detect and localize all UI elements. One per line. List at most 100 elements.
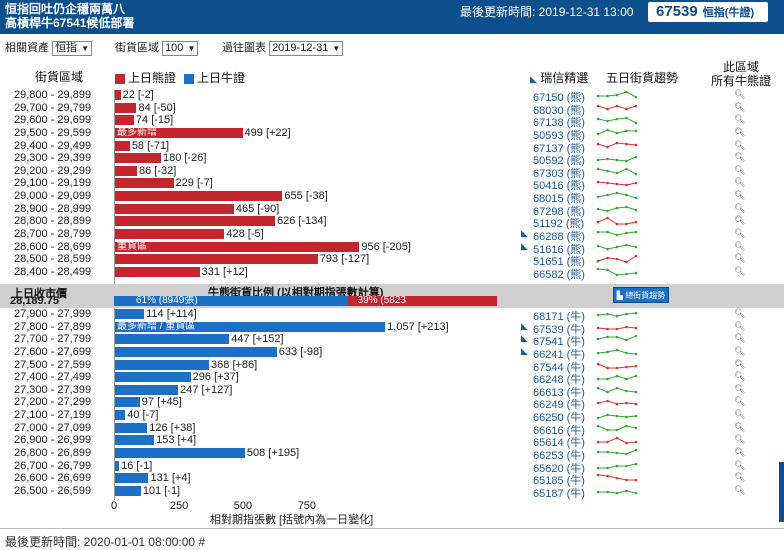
bull-row: 27,500 - 27,599 368 [+86] 67544 (牛) 🔍︎ [0,359,784,372]
zone-range: 26,900 - 26,999 [14,434,91,446]
chevron-down-icon: ▼ [188,42,196,55]
search-icon[interactable]: 🔍︎ [734,152,745,163]
search-icon[interactable]: 🔍︎ [734,308,745,319]
search-icon[interactable]: 🔍︎ [734,460,745,471]
bear-bar-label: 626 [-134] [277,215,327,227]
date-select-value: 2019-12-31 [272,42,328,54]
filter-controls: 相關資產 恒指 ▼ 街貨區域 100 ▼ 過往圖表 2019-12-31 ▼ [0,36,784,58]
bull-bar [115,486,141,496]
zone-range: 29,700 - 29,799 [14,102,91,114]
bull-bar: 最多新增 / 重貨區 [115,322,385,332]
search-icon[interactable]: 🔍︎ [734,396,745,407]
search-icon[interactable]: 🔍︎ [734,434,745,445]
search-icon[interactable]: 🔍︎ [734,203,745,214]
search-icon[interactable]: 🔍︎ [734,102,745,113]
zone-range: 27,700 - 27,799 [14,333,91,345]
bull-legend-swatch [184,74,194,84]
bull-bar [115,435,154,445]
bear-bar [115,216,275,226]
search-icon[interactable]: 🔍︎ [734,190,745,201]
flag-icon: ◣ [521,346,528,357]
bull-row: 26,900 - 26,999 153 [+4] 65614 (牛) 🔍︎ [0,434,784,447]
search-icon[interactable]: 🔍︎ [734,409,745,420]
search-icon[interactable]: 🔍︎ [734,422,745,433]
zone-range: 29,800 - 29,899 [14,89,91,101]
zone-select[interactable]: 100 ▼ [162,41,198,56]
search-icon[interactable]: 🔍︎ [734,447,745,458]
bull-bar [115,423,147,433]
trend-sparkline [594,384,640,396]
bull-bar-label: 447 [+152] [231,333,283,345]
zone-range: 28,800 - 28,899 [14,215,91,227]
zone-range: 28,400 - 28,499 [14,266,91,278]
search-icon[interactable]: 🔍︎ [734,253,745,264]
bull-bar [115,334,229,344]
search-icon[interactable]: 🔍︎ [734,346,745,357]
bear-bar [115,267,200,277]
trend-sparkline [594,203,640,215]
scrollbar[interactable] [779,462,784,522]
search-icon[interactable]: 🔍︎ [734,177,745,188]
bull-row: 27,300 - 27,399 247 [+127] 66613 (牛) 🔍︎ [0,384,784,397]
flag-icon: ◣ [530,74,537,84]
title-line-1: 恒指回吐仍企穩兩萬八 [5,2,134,16]
bull-bar-label: 1,057 [+213] [387,321,448,333]
bear-bar-label: 22 [-2] [123,89,154,101]
trend-sparkline [594,333,640,345]
zone-range: 27,500 - 27,599 [14,359,91,371]
zone-filter: 街貨區域 100 ▼ [115,39,198,56]
search-icon[interactable]: 🔍︎ [734,215,745,226]
cbbc-code-link[interactable]: 66582 (熊) [533,266,585,282]
bear-bar-label: 86 [-32] [139,165,176,177]
zone-range: 26,700 - 26,799 [14,460,91,472]
search-icon[interactable]: 🔍︎ [734,485,745,496]
zone-select-value: 100 [165,42,183,54]
search-icon[interactable]: 🔍︎ [734,228,745,239]
bear-bar-label: 58 [-71] [132,140,169,152]
bear-bar [115,103,136,113]
trend-sparkline [594,177,640,189]
bar-note: 重貨區 [117,241,147,253]
featured-code-box[interactable]: 67539 恒指(牛證) [648,2,768,22]
bear-bar-label: 956 [-205] [361,241,411,253]
search-icon[interactable]: 🔍︎ [734,472,745,483]
chevron-down-icon: ▼ [332,42,340,55]
zone-range: 29,400 - 29,499 [14,140,91,152]
search-icon[interactable]: 🔍︎ [734,241,745,252]
x-tick-label: 250 [170,500,188,512]
search-icon[interactable]: 🔍︎ [734,266,745,277]
zone-range: 29,200 - 29,299 [14,165,91,177]
search-icon[interactable]: 🔍︎ [734,89,745,100]
date-select[interactable]: 2019-12-31 ▼ [269,41,343,56]
zone-range: 27,900 - 27,999 [14,308,91,320]
search-icon[interactable]: 🔍︎ [734,140,745,151]
bear-row: 28,500 - 28,599 793 [-127] 51651 (熊) 🔍︎ [0,253,784,266]
x-axis: 0 250 500 750 相對期指張數 [括號內為一日變化] [0,498,520,528]
trend-sparkline [594,241,640,253]
chart-label: 過往圖表 [222,42,266,54]
flag-icon: ◣ [521,333,528,344]
bear-row: 29,500 - 29,599 最多新增 499 [+22] 50593 (熊) 🔍︎ [0,127,784,140]
search-icon[interactable]: 🔍︎ [734,359,745,370]
zone-range: 26,600 - 26,699 [14,472,91,484]
trend-sparkline [594,485,640,497]
bull-bar [115,372,191,382]
search-icon[interactable]: 🔍︎ [734,371,745,382]
search-icon[interactable]: 🔍︎ [734,384,745,395]
zone-range: 28,700 - 28,799 [14,228,91,240]
asset-select[interactable]: 恒指 ▼ [52,41,92,56]
page-header: 恒指回吐仍企穩兩萬八 高槓桿牛67541候低部署 最後更新時間: 2019-12… [0,0,784,34]
bull-bar-label: 97 [+45] [142,396,182,408]
bear-legend-swatch [115,74,125,84]
cbbc-code-link[interactable]: 65187 (牛) [533,485,585,501]
search-icon[interactable]: 🔍︎ [734,321,745,332]
search-icon[interactable]: 🔍︎ [734,127,745,138]
bear-bar [115,254,318,264]
total-trend-button[interactable]: ▙ 總街貨趨勢 [613,287,669,303]
bull-row: 27,000 - 27,099 126 [+38] 66616 (牛) 🔍︎ [0,422,784,435]
flag-icon: ◣ [521,241,528,252]
trend-sparkline [594,89,640,101]
search-icon[interactable]: 🔍︎ [734,165,745,176]
search-icon[interactable]: 🔍︎ [734,114,745,125]
search-icon[interactable]: 🔍︎ [734,333,745,344]
